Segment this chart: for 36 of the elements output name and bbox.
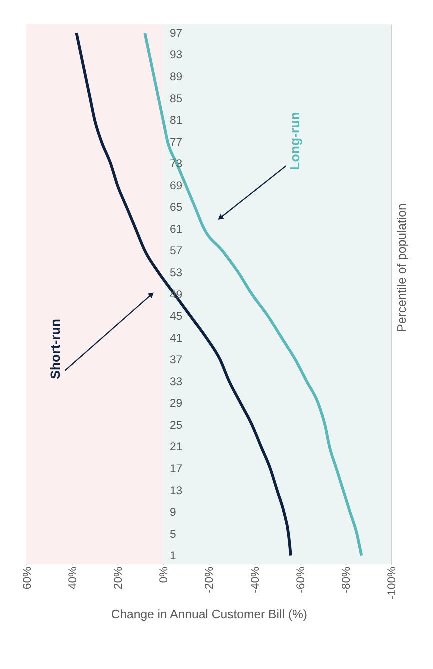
y-tick-label: 25 — [170, 420, 183, 432]
y-tick-label: 13 — [170, 485, 183, 498]
y-tick-label: 69 — [170, 180, 183, 192]
x-tick-label: -40% — [250, 566, 262, 594]
y-tick-label: 77 — [170, 136, 183, 149]
y-tick-label: 41 — [170, 332, 183, 345]
x-tick-label: -100% — [386, 566, 399, 600]
y-tick-label: 37 — [170, 354, 183, 367]
x-tick-label: 0% — [158, 566, 171, 584]
y-tick-label: 61 — [170, 224, 183, 236]
y-tick-label: 97 — [170, 28, 183, 40]
y-tick-label: 81 — [170, 115, 183, 128]
y-axis-title: Percentile of population — [394, 204, 409, 332]
x-tick-label: 40% — [67, 566, 80, 590]
y-tick-label: 89 — [170, 71, 183, 84]
y-tick-label: 9 — [170, 507, 176, 520]
y-tick-label: 93 — [170, 50, 183, 62]
y-tick-label: 21 — [170, 442, 183, 454]
text: Long-run — [287, 112, 302, 170]
y-tick-label: 33 — [170, 376, 183, 388]
x-tick-label: -80% — [340, 566, 353, 594]
y-tick-label: 29 — [170, 398, 183, 410]
y-tick-label: 65 — [170, 202, 183, 214]
x-tick-label: 20% — [112, 566, 125, 590]
text: Short-run — [48, 319, 63, 380]
y-tick-label: 57 — [170, 246, 183, 258]
y-tick-label: 85 — [170, 93, 183, 106]
y-tick-label: 53 — [170, 267, 183, 280]
y-tick-label: 5 — [170, 528, 176, 541]
y-tick-label: 45 — [170, 311, 183, 324]
y-tick-label: 17 — [170, 463, 183, 476]
y-tick-label: 1 — [170, 550, 176, 563]
x-tick-label: -20% — [204, 566, 216, 594]
x-tick-label: 60% — [22, 566, 34, 590]
x-tick-label: -60% — [295, 566, 308, 594]
x-axis-title: Change in Annual Customer Bill (%) — [111, 608, 308, 622]
